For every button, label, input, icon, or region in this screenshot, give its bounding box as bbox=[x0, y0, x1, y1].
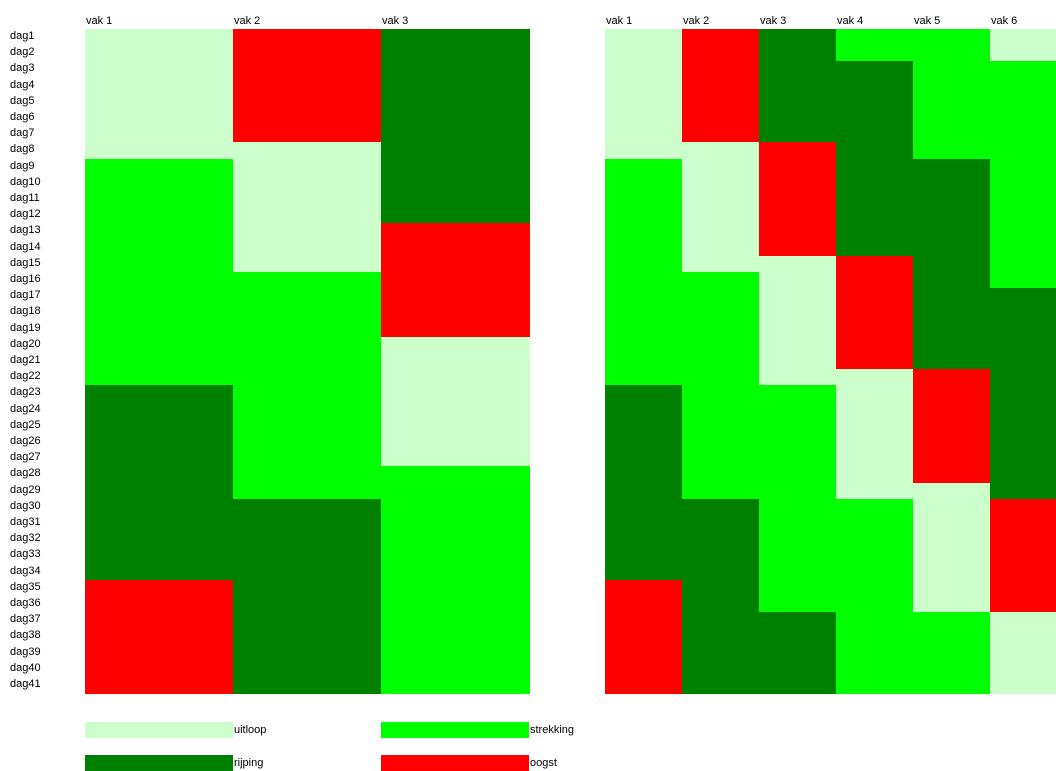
day-label: dag38 bbox=[10, 629, 41, 642]
cell-rijping bbox=[759, 29, 837, 143]
cell-uitloop bbox=[233, 142, 382, 273]
day-label: dag23 bbox=[10, 386, 41, 399]
day-label: dag13 bbox=[10, 224, 41, 237]
day-label: dag40 bbox=[10, 661, 41, 674]
cell-rijping bbox=[759, 612, 837, 694]
day-label: dag41 bbox=[10, 678, 41, 690]
cell-strekking bbox=[759, 385, 837, 613]
cell-strekking bbox=[682, 272, 760, 500]
cell-strekking bbox=[233, 272, 382, 500]
cell-rijping bbox=[381, 29, 530, 224]
cell-strekking bbox=[913, 29, 991, 160]
cell-strekking bbox=[605, 158, 683, 386]
cell-oogst bbox=[759, 142, 837, 257]
column-label: vak 3 bbox=[760, 15, 787, 27]
legend-label-rijping: rijping bbox=[234, 757, 264, 769]
day-label: dag26 bbox=[10, 435, 41, 447]
cell-uitloop bbox=[85, 29, 234, 160]
column-label: vak 1 bbox=[606, 15, 633, 27]
day-label: dag32 bbox=[10, 532, 41, 545]
column-label: vak 5 bbox=[914, 15, 941, 27]
day-label: dag29 bbox=[10, 483, 41, 496]
day-label: dag4 bbox=[10, 78, 35, 91]
day-label: dag1 bbox=[10, 30, 35, 42]
column-label: vak 2 bbox=[683, 15, 710, 27]
day-label: dag6 bbox=[10, 111, 35, 123]
day-label: dag18 bbox=[10, 305, 41, 318]
cell-strekking bbox=[990, 61, 1056, 289]
day-label: dag22 bbox=[10, 370, 41, 383]
cell-oogst bbox=[682, 29, 760, 143]
day-label: dag17 bbox=[10, 289, 41, 302]
cell-rijping bbox=[913, 158, 991, 370]
legend-swatch-uitloop bbox=[85, 722, 233, 738]
column-label: vak 4 bbox=[837, 15, 864, 27]
day-label: dag31 bbox=[10, 516, 41, 528]
legend-swatch-oogst bbox=[381, 755, 529, 771]
day-label: dag24 bbox=[10, 402, 41, 415]
day-label: dag12 bbox=[10, 208, 41, 221]
day-label: dag21 bbox=[10, 354, 41, 366]
day-label: dag5 bbox=[10, 94, 35, 107]
day-label: dag37 bbox=[10, 613, 41, 626]
day-label: dag30 bbox=[10, 499, 41, 512]
cell-uitloop bbox=[990, 29, 1056, 62]
day-label: dag33 bbox=[10, 548, 41, 561]
column-label: vak 2 bbox=[234, 15, 261, 27]
cell-strekking bbox=[381, 466, 530, 694]
cell-oogst bbox=[913, 369, 991, 484]
day-label: dag2 bbox=[10, 46, 35, 59]
cell-strekking bbox=[836, 498, 914, 694]
day-label: dag39 bbox=[10, 645, 41, 658]
day-label: dag14 bbox=[10, 240, 41, 253]
day-label: dag16 bbox=[10, 273, 41, 285]
day-label: dag19 bbox=[10, 321, 41, 334]
day-label: dag20 bbox=[10, 337, 41, 350]
cell-uitloop bbox=[605, 29, 683, 160]
cell-uitloop bbox=[836, 369, 914, 500]
cell-rijping bbox=[85, 385, 234, 581]
cell-rijping bbox=[682, 498, 760, 694]
day-label: dag27 bbox=[10, 451, 41, 464]
cell-strekking bbox=[913, 612, 991, 694]
cell-strekking bbox=[836, 29, 914, 62]
cell-uitloop bbox=[682, 142, 760, 273]
column-label: vak 1 bbox=[86, 15, 113, 27]
day-label: dag3 bbox=[10, 62, 35, 75]
column-label: vak 3 bbox=[382, 15, 409, 27]
cell-oogst bbox=[836, 255, 914, 370]
cell-uitloop bbox=[990, 612, 1056, 694]
cell-oogst bbox=[85, 579, 234, 694]
day-label: dag34 bbox=[10, 564, 41, 577]
cell-rijping bbox=[990, 288, 1056, 500]
legend-swatch-strekking bbox=[381, 722, 529, 738]
cell-rijping bbox=[836, 61, 914, 257]
day-label: dag15 bbox=[10, 256, 41, 269]
cell-oogst bbox=[381, 223, 530, 338]
day-label: dag28 bbox=[10, 467, 41, 480]
legend-label-oogst: oogst bbox=[530, 757, 557, 769]
cell-uitloop bbox=[381, 336, 530, 467]
day-label: dag35 bbox=[10, 580, 41, 593]
legend-swatch-rijping bbox=[85, 755, 233, 771]
cell-oogst bbox=[605, 579, 683, 694]
cell-rijping bbox=[605, 385, 683, 581]
legend-label-uitloop: uitloop bbox=[234, 724, 267, 736]
legend-label-strekking: strekking bbox=[530, 724, 575, 736]
column-label: vak 6 bbox=[991, 15, 1018, 27]
day-label: dag10 bbox=[10, 175, 41, 188]
day-label: dag7 bbox=[10, 127, 35, 140]
cell-oogst bbox=[990, 498, 1056, 613]
cell-uitloop bbox=[913, 482, 991, 613]
cell-strekking bbox=[85, 158, 234, 386]
day-label: dag11 bbox=[10, 192, 40, 204]
day-label: dag36 bbox=[10, 597, 41, 609]
cell-rijping bbox=[233, 498, 382, 694]
day-label: dag25 bbox=[10, 418, 41, 431]
day-label: dag8 bbox=[10, 143, 35, 156]
cell-uitloop bbox=[759, 255, 837, 386]
cell-oogst bbox=[233, 29, 382, 143]
day-label: dag9 bbox=[10, 159, 35, 172]
